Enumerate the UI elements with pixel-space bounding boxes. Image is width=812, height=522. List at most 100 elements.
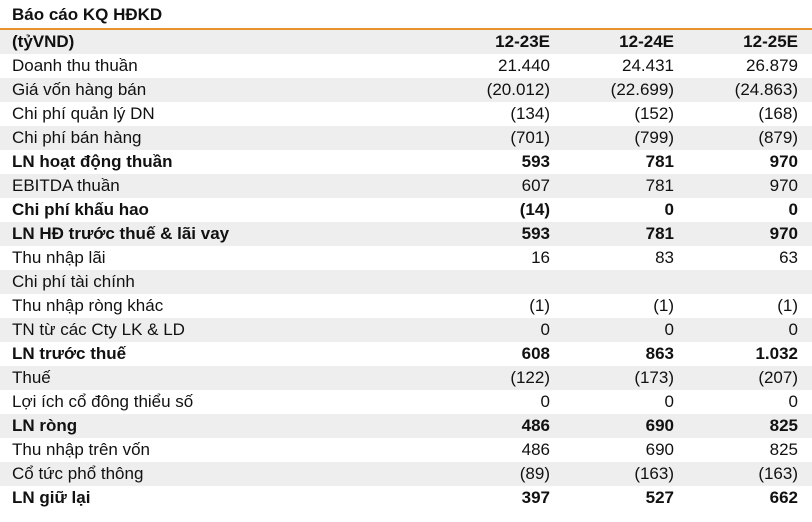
row-value: 781 <box>564 222 688 246</box>
row-value: 486 <box>440 414 564 438</box>
row-value <box>688 270 812 294</box>
row-label: Doanh thu thuần <box>12 56 138 75</box>
row-value: 781 <box>645 152 674 171</box>
row-label: EBITDA thuần <box>0 174 440 198</box>
row-label: Chi phí khấu hao <box>12 200 149 219</box>
row-value: 607 <box>440 174 564 198</box>
row-label: Lợi ích cổ đông thiểu số <box>12 392 194 411</box>
row-value: 21.440 <box>498 56 550 75</box>
row-value: 863 <box>645 344 674 363</box>
table-row: LN trước thuế 608 863 1.032 <box>0 342 812 366</box>
row-value: 16 <box>531 248 550 267</box>
row-value: 690 <box>645 440 674 459</box>
income-table: (tỷVND) 12-23E 12-24E 12-25E Doanh thu t… <box>0 30 812 510</box>
row-value: 662 <box>769 488 798 507</box>
row-value: (173) <box>564 366 688 390</box>
row-value: (22.699) <box>564 78 688 102</box>
table-row: Doanh thu thuần 21.440 24.431 26.879 <box>0 54 812 78</box>
table-row: TN từ các Cty LK & LD 0 0 0 <box>0 318 812 342</box>
row-value: 63 <box>779 248 798 267</box>
table-row: LN ròng 486 690 825 <box>0 414 812 438</box>
row-value: 781 <box>564 174 688 198</box>
row-value <box>564 270 688 294</box>
table-row: Thu nhập ròng khác (1) (1) (1) <box>0 294 812 318</box>
row-value: 0 <box>664 392 674 411</box>
header-row: (tỷVND) 12-23E 12-24E 12-25E <box>0 30 812 54</box>
row-label: LN trước thuế <box>12 344 127 363</box>
row-value: 970 <box>688 174 812 198</box>
row-value: 0 <box>664 200 674 219</box>
row-label: Thu nhập trên vốn <box>12 440 150 459</box>
row-value: (122) <box>440 366 564 390</box>
report-title: Báo cáo KQ HĐKD <box>0 0 812 30</box>
row-value <box>440 270 564 294</box>
row-value: 970 <box>769 152 798 171</box>
row-value: 593 <box>521 152 550 171</box>
row-label: Cổ tức phổ thông <box>0 462 440 486</box>
row-value: 24.431 <box>622 56 674 75</box>
row-value: 0 <box>440 318 564 342</box>
table-row: Thu nhập trên vốn 486 690 825 <box>0 438 812 462</box>
row-value: (14) <box>519 200 550 219</box>
row-value: (207) <box>688 366 812 390</box>
table-row: LN giữ lại 397 527 662 <box>0 486 812 510</box>
row-value: 608 <box>521 344 550 363</box>
row-value: 593 <box>440 222 564 246</box>
table-row: Chi phí quản lý DN (134) (152) (168) <box>0 102 812 126</box>
table-row: Thuế (122) (173) (207) <box>0 366 812 390</box>
row-value: 26.879 <box>746 56 798 75</box>
row-value: 397 <box>521 488 550 507</box>
table-row: LN hoạt động thuần 593 781 970 <box>0 150 812 174</box>
row-value: 83 <box>655 248 674 267</box>
row-value: 1.032 <box>755 344 798 363</box>
row-value: 527 <box>645 488 674 507</box>
row-value: (168) <box>758 104 798 123</box>
row-value: 970 <box>688 222 812 246</box>
row-label: Thuế <box>0 366 440 390</box>
row-value: 0 <box>564 318 688 342</box>
row-label: Chi phí quản lý DN <box>12 104 155 123</box>
row-value: (163) <box>564 462 688 486</box>
row-value: (879) <box>688 126 812 150</box>
row-value: (163) <box>688 462 812 486</box>
row-value: 0 <box>540 392 550 411</box>
table-row: LN HĐ trước thuế & lãi vay 593 781 970 <box>0 222 812 246</box>
table-row: EBITDA thuần 607 781 970 <box>0 174 812 198</box>
unit-label: (tỷVND) <box>0 30 440 54</box>
row-value: (1) <box>653 296 674 315</box>
row-value: 825 <box>769 440 798 459</box>
row-value: 0 <box>788 392 798 411</box>
table-row: Chi phí bán hàng (701) (799) (879) <box>0 126 812 150</box>
row-label: Thu nhập ròng khác <box>12 296 164 315</box>
row-value: 486 <box>521 440 550 459</box>
table-row: Lợi ích cổ đông thiểu số 0 0 0 <box>0 390 812 414</box>
row-value: (152) <box>634 104 674 123</box>
row-label: TN từ các Cty LK & LD <box>0 318 440 342</box>
row-value: (799) <box>564 126 688 150</box>
row-label: LN ròng <box>0 414 440 438</box>
row-label: Giá vốn hàng bán <box>0 78 440 102</box>
row-value: (24.863) <box>688 78 812 102</box>
row-label: Chi phí bán hàng <box>0 126 440 150</box>
row-label: LN HĐ trước thuế & lãi vay <box>0 222 440 246</box>
row-label: LN hoạt động thuần <box>12 152 173 171</box>
row-label: Chi phí tài chính <box>0 270 440 294</box>
table-row: Giá vốn hàng bán (20.012) (22.699) (24.863) <box>0 78 812 102</box>
row-value: (20.012) <box>440 78 564 102</box>
row-value: 825 <box>688 414 812 438</box>
row-value: 0 <box>688 318 812 342</box>
row-label: Thu nhập lãi <box>12 248 106 267</box>
period-header: 12-25E <box>688 30 812 54</box>
table-row: Chi phí tài chính <box>0 270 812 294</box>
row-value: 0 <box>788 200 798 219</box>
period-header: 12-23E <box>440 30 564 54</box>
row-value: (1) <box>777 296 798 315</box>
row-value: (134) <box>510 104 550 123</box>
table-row: Cổ tức phổ thông (89) (163) (163) <box>0 462 812 486</box>
row-value: (1) <box>529 296 550 315</box>
table-row: Thu nhập lãi 16 83 63 <box>0 246 812 270</box>
row-label: LN giữ lại <box>12 488 91 507</box>
table-row: Chi phí khấu hao (14) 0 0 <box>0 198 812 222</box>
period-header: 12-24E <box>564 30 688 54</box>
